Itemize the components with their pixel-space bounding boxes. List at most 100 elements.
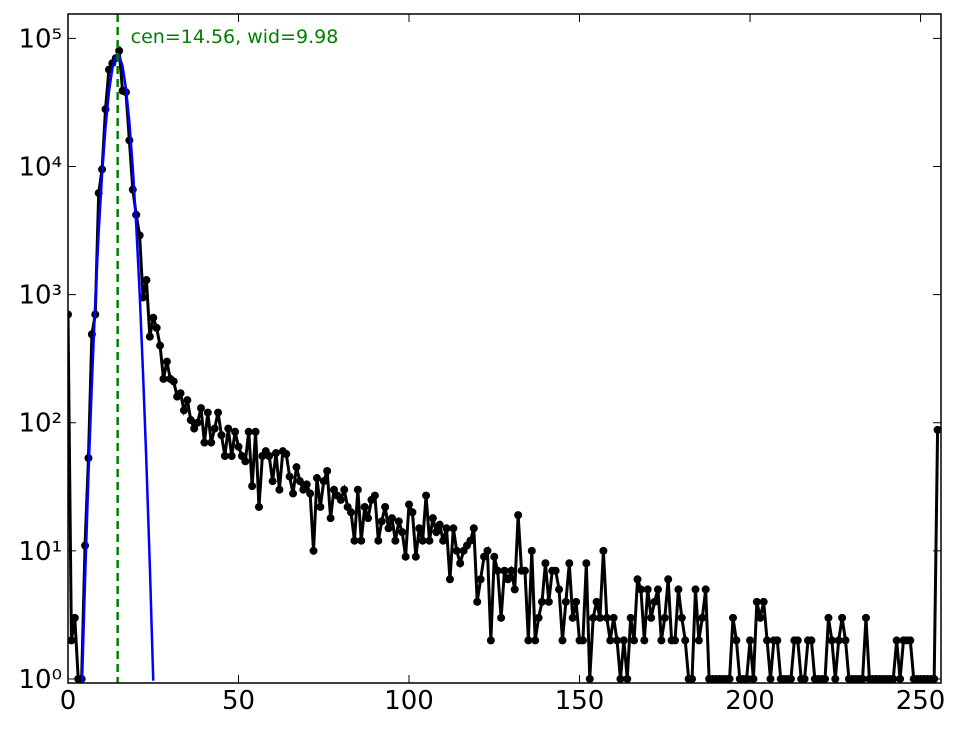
data-point	[633, 575, 642, 584]
data-point	[312, 474, 321, 483]
data-point	[609, 613, 618, 622]
x-tick-label: 150	[555, 686, 605, 716]
data-point	[68, 636, 76, 645]
data-point	[220, 451, 229, 460]
data-point	[295, 477, 304, 486]
data-point	[227, 451, 236, 460]
data-point	[408, 508, 417, 517]
data-point	[251, 427, 260, 436]
data-point	[152, 323, 161, 332]
data-point	[582, 559, 591, 568]
x-tick-label: 250	[896, 686, 946, 716]
data-point	[340, 485, 349, 494]
data-point	[224, 424, 233, 433]
data-point	[435, 520, 444, 529]
data-point	[503, 575, 512, 584]
data-point	[186, 416, 195, 425]
data-point	[316, 502, 325, 511]
data-point	[405, 500, 414, 509]
data-point	[568, 613, 577, 622]
data-point	[268, 477, 277, 486]
data-point	[289, 489, 298, 498]
data-point	[360, 502, 369, 511]
data-point	[323, 466, 332, 475]
data-point	[306, 489, 315, 498]
x-tick-label: 50	[222, 686, 255, 716]
data-point	[456, 559, 465, 568]
data-point	[319, 477, 328, 486]
data-point	[688, 674, 697, 683]
data-point	[162, 357, 171, 366]
data-point	[544, 597, 553, 606]
data-point	[254, 502, 263, 511]
data-point	[452, 546, 461, 555]
data-point	[145, 332, 154, 341]
data-point	[674, 585, 683, 594]
data-point	[551, 566, 560, 575]
data-point	[149, 313, 158, 322]
data-point	[449, 524, 458, 533]
data-point	[159, 374, 168, 383]
data-point	[626, 613, 635, 622]
data-point	[510, 585, 519, 594]
data-point	[364, 514, 373, 523]
data-point	[892, 636, 901, 645]
data-point	[422, 491, 431, 500]
data-point	[613, 636, 622, 645]
data-point	[606, 636, 615, 645]
data-point	[381, 502, 390, 511]
data-point	[933, 425, 941, 434]
data-point	[176, 389, 185, 398]
data-point	[500, 566, 509, 575]
data-point	[445, 575, 454, 584]
data-point	[858, 674, 867, 683]
data-point	[561, 597, 570, 606]
data-point	[350, 536, 359, 545]
data-point	[834, 636, 843, 645]
data-point	[292, 463, 301, 472]
data-point	[599, 546, 608, 555]
data-point	[589, 613, 598, 622]
data-point	[115, 46, 124, 55]
data-point	[650, 597, 659, 606]
data-point	[493, 566, 502, 575]
data-point	[906, 636, 915, 645]
y-tick-label: 10⁵	[18, 24, 62, 54]
data-point	[742, 674, 751, 683]
data-point	[514, 511, 523, 520]
data-point	[326, 514, 335, 523]
data-point	[207, 438, 216, 447]
data-point	[786, 674, 795, 683]
data-point	[527, 546, 536, 555]
data-point	[824, 613, 833, 622]
data-point	[302, 480, 311, 489]
data-point	[480, 552, 489, 561]
data-point	[766, 674, 775, 683]
data-point	[190, 424, 199, 433]
data-point	[497, 613, 506, 622]
data-point	[555, 585, 564, 594]
data-point	[439, 536, 448, 545]
data-point	[231, 427, 240, 436]
data-point	[800, 674, 809, 683]
data-point	[411, 552, 420, 561]
data-point	[193, 418, 202, 427]
data-point	[244, 427, 253, 436]
data-point	[432, 528, 441, 537]
data-point	[728, 613, 737, 622]
data-point	[694, 636, 703, 645]
data-point	[353, 485, 362, 494]
data-point	[558, 636, 567, 645]
data-point	[538, 597, 547, 606]
data-point	[248, 482, 257, 491]
data-point	[671, 636, 680, 645]
data-point	[169, 377, 178, 386]
data-point	[374, 536, 383, 545]
data-point	[418, 536, 427, 545]
data-point	[183, 396, 192, 405]
data-point	[763, 636, 772, 645]
y-tick-label: 10¹	[18, 537, 62, 567]
data-point	[827, 636, 836, 645]
data-point	[347, 508, 356, 517]
